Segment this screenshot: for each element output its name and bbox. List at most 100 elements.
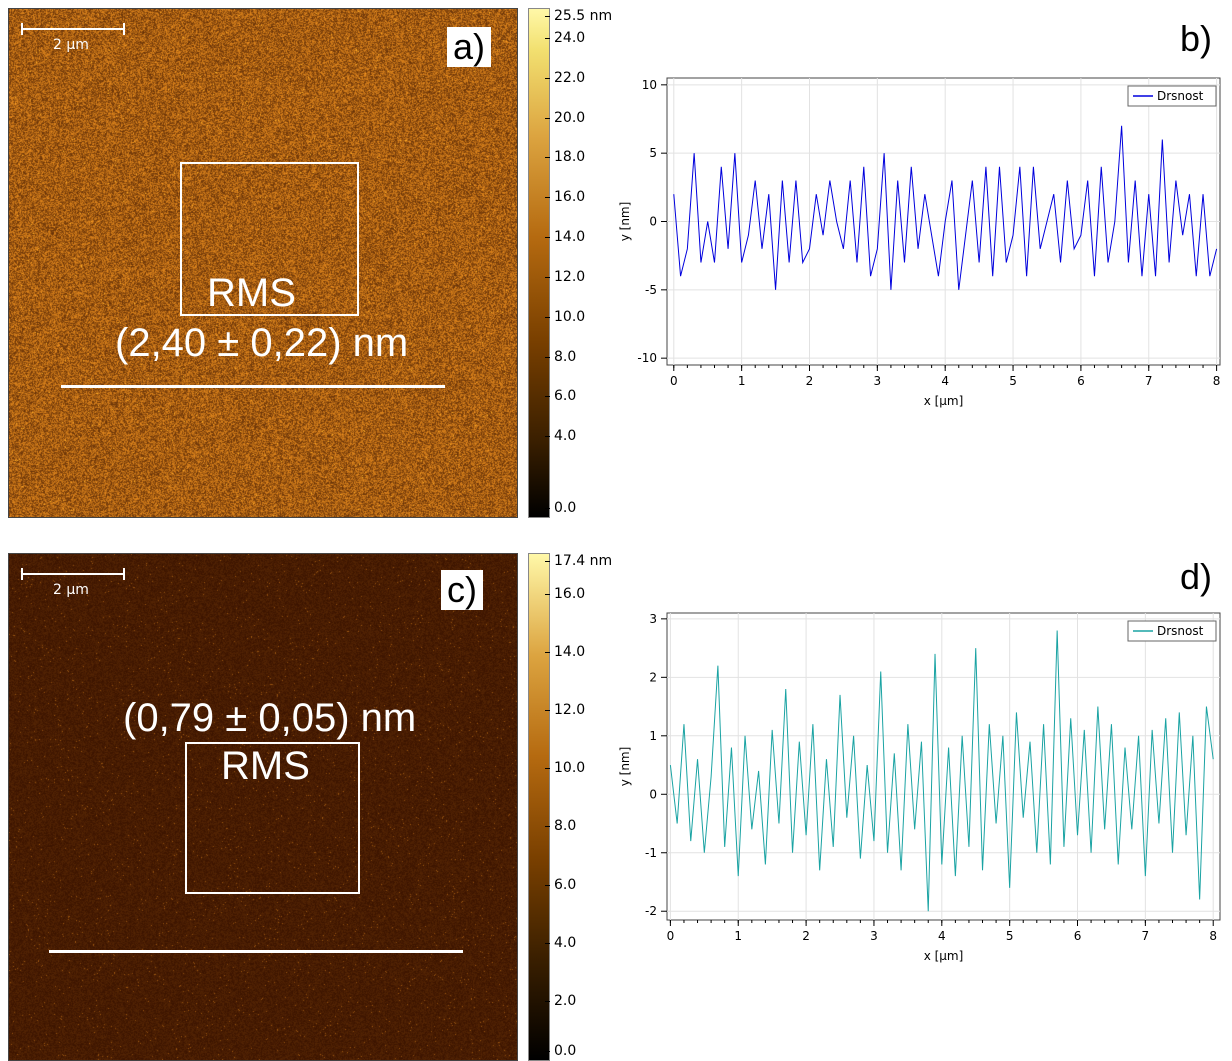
colorbar-tick-label: 8.0 bbox=[554, 348, 577, 365]
colorbar-tick-label: 10.0 bbox=[554, 760, 586, 777]
panel-tag-b: b) bbox=[1180, 18, 1213, 59]
series-line bbox=[669, 630, 1214, 912]
colorbar-tick-label: 6.0 bbox=[554, 388, 577, 405]
scale-bar-c bbox=[21, 568, 125, 580]
roughness-profile-chart-d: 0 1 2 3 4 5 6 7 8 -2 -1 0 1 2 3 x [µm] y [nm] Drsnost bbox=[618, 612, 1221, 963]
x-axis-label: x [µm] bbox=[924, 394, 964, 408]
rms-region-box-c bbox=[185, 742, 360, 894]
colorbar-tick-label: 6.0 bbox=[554, 876, 577, 893]
roughness-profile-chart-b: 0 1 2 3 4 5 6 7 8 -10 -5 0 5 10 x [µm] y [nm] Drsnost bbox=[618, 77, 1221, 408]
x-tick-label: 3 bbox=[870, 929, 878, 943]
colorbar-tick-label-tick bbox=[545, 396, 550, 398]
colorbar-tick-label-tick bbox=[545, 942, 550, 944]
colorbar-tick-label-tick bbox=[545, 884, 550, 886]
y-tick-label: -5 bbox=[645, 283, 657, 297]
colorbar-tick-label: 4.0 bbox=[554, 934, 577, 951]
colorbar-tick-label-tick bbox=[545, 436, 550, 438]
x-tick-label: 6 bbox=[1077, 374, 1085, 388]
colorbar-tick-label-tick bbox=[545, 37, 550, 39]
afm-topography-a bbox=[9, 9, 517, 517]
colorbar-tick-label: 14.0 bbox=[554, 229, 586, 246]
profile-line-a bbox=[61, 385, 445, 388]
x-tick-label: 2 bbox=[806, 374, 814, 388]
x-tick-label: 4 bbox=[938, 929, 946, 943]
legend-box bbox=[1127, 85, 1217, 107]
panel-tag-d: d) bbox=[1180, 556, 1213, 597]
x-tick-label: 5 bbox=[1009, 374, 1017, 388]
y-tick-label: 3 bbox=[649, 612, 657, 626]
y-tick-label: 1 bbox=[649, 729, 657, 743]
x-tick-label: 3 bbox=[874, 374, 882, 388]
y-tick-label: -1 bbox=[645, 846, 657, 860]
y-tick-label: 2 bbox=[649, 670, 657, 684]
colorbar-tick-label-tick bbox=[545, 157, 550, 159]
colorbar-tick-label-tick bbox=[545, 768, 550, 770]
colorbar-max-label: 25.5 nm bbox=[554, 8, 613, 24]
colorbar-tick-label-tick bbox=[545, 316, 550, 318]
colorbar-tick-label: 14.0 bbox=[554, 643, 586, 660]
colorbar-tick-label-tick bbox=[545, 276, 550, 278]
colorbar-max-label-tick bbox=[545, 16, 550, 17]
colorbar-tick-label: 22.0 bbox=[554, 69, 586, 86]
panel-tag-c: c) bbox=[441, 570, 483, 610]
colorbar-tick-label-tick bbox=[545, 77, 550, 79]
colorbar-tick-label-tick bbox=[545, 508, 550, 509]
colorbar-tick-label: 18.0 bbox=[554, 149, 586, 166]
x-tick-label: 5 bbox=[1006, 929, 1014, 943]
x-tick-label: 6 bbox=[1074, 929, 1082, 943]
rms-title-a: RMS bbox=[207, 271, 296, 315]
panel-tag-a: a) bbox=[447, 27, 492, 67]
colorbar-tick-label: 4.0 bbox=[554, 428, 577, 445]
scale-bar-label-c: 2 µm bbox=[53, 582, 89, 598]
x-tick-label: 1 bbox=[734, 929, 742, 943]
scale-bar-label-a: 2 µm bbox=[53, 37, 89, 53]
y-tick-label: 10 bbox=[642, 78, 657, 92]
y-tick-label: -2 bbox=[645, 904, 657, 918]
colorbar-tick-label-tick bbox=[545, 651, 550, 653]
rms-region-box-a bbox=[180, 162, 359, 316]
afm-image-c: 2 µm c) (0,79 ± 0,05) nm RMS bbox=[8, 553, 518, 1061]
colorbar-tick-label: 16.0 bbox=[554, 585, 586, 602]
y-tick-label: 5 bbox=[649, 146, 657, 160]
y-tick-label: 0 bbox=[649, 787, 657, 801]
rms-title-c: RMS bbox=[221, 744, 310, 788]
colorbar-tick-label-tick bbox=[545, 826, 550, 828]
plot-area bbox=[666, 612, 1221, 921]
scale-bar-a bbox=[21, 23, 125, 35]
colorbar-tick-label: 24.0 bbox=[554, 29, 586, 46]
colorbar-max-label: 17.4 nm bbox=[554, 553, 613, 569]
colorbar-tick-label-tick bbox=[545, 710, 550, 712]
y-tick-label: -10 bbox=[637, 351, 657, 365]
legend-label: Drsnost bbox=[1157, 89, 1204, 103]
colorbar-tick-label-tick bbox=[545, 593, 550, 595]
colorbar-tick-label: 0.0 bbox=[554, 500, 577, 516]
colorbar-tick-label: 10.0 bbox=[554, 308, 586, 325]
colorbar-tick-label-tick bbox=[545, 1000, 550, 1002]
colorbar-tick-label-tick bbox=[545, 237, 550, 239]
y-tick-label: 0 bbox=[649, 215, 657, 229]
legend-box bbox=[1127, 620, 1217, 642]
afm-topography-c bbox=[9, 554, 517, 1060]
x-tick-label: 2 bbox=[802, 929, 810, 943]
colorbar-tick-label: 8.0 bbox=[554, 818, 577, 835]
x-tick-label: 0 bbox=[667, 929, 675, 943]
y-axis-label: y [nm] bbox=[618, 747, 632, 787]
profile-line-c bbox=[49, 950, 463, 953]
colorbar-max-label-tick bbox=[545, 561, 550, 562]
colorbar-c bbox=[528, 553, 550, 1061]
x-tick-label: 4 bbox=[941, 374, 949, 388]
y-axis-label: y [nm] bbox=[618, 202, 632, 242]
rms-value-a: (2,40 ± 0,22) nm bbox=[115, 321, 409, 365]
legend-label: Drsnost bbox=[1157, 624, 1204, 638]
x-tick-label: 8 bbox=[1209, 929, 1217, 943]
colorbar-tick-label-tick bbox=[545, 356, 550, 358]
x-axis-label: x [µm] bbox=[924, 949, 964, 963]
colorbar-tick-label: 12.0 bbox=[554, 702, 586, 719]
colorbar-tick-label: 20.0 bbox=[554, 109, 586, 126]
x-tick-label: 7 bbox=[1142, 929, 1150, 943]
colorbar-tick-label-tick bbox=[545, 117, 550, 119]
colorbar-tick-label-tick bbox=[545, 197, 550, 199]
colorbar-tick-label: 0.0 bbox=[554, 1043, 577, 1059]
colorbar-tick-label: 12.0 bbox=[554, 268, 586, 285]
colorbar-tick-label-tick bbox=[545, 1051, 550, 1052]
